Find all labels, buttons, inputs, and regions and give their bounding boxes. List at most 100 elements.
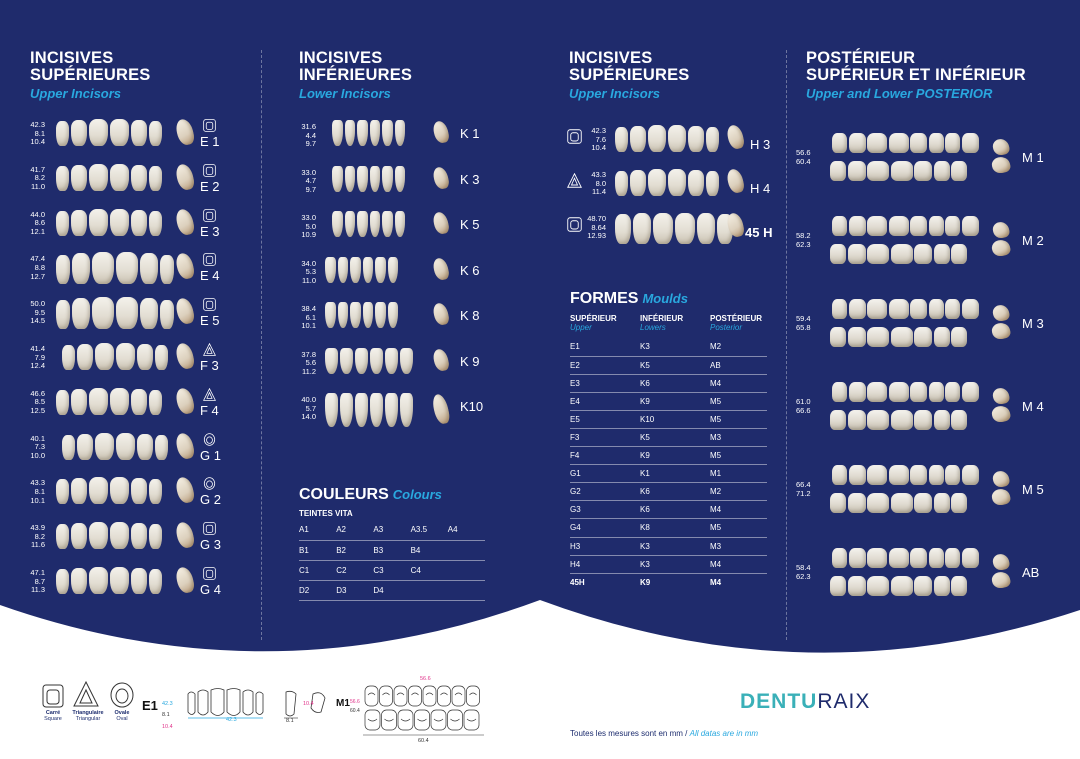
measurement-value: 42.3 bbox=[30, 120, 45, 129]
molar bbox=[914, 410, 932, 430]
measurement-value: 10.0 bbox=[30, 450, 45, 460]
molar bbox=[890, 161, 913, 181]
measurement-value: 41.7 bbox=[30, 164, 45, 174]
tooth bbox=[675, 213, 695, 244]
tooth bbox=[149, 210, 162, 236]
teeth-set-image bbox=[56, 118, 164, 146]
measurement-value: 10.4 bbox=[591, 143, 606, 153]
measurement-value: 7.9 bbox=[34, 352, 45, 362]
mould-code: F 3 bbox=[200, 358, 219, 373]
moulds-row: E3 K6 M4 bbox=[570, 374, 767, 393]
molar bbox=[888, 382, 909, 402]
tooth bbox=[362, 256, 373, 283]
colours-title-text: COULEURS bbox=[299, 486, 389, 503]
mould-code: E 4 bbox=[200, 268, 220, 284]
legend-measure: 60.4 bbox=[418, 738, 429, 744]
molar bbox=[847, 493, 866, 513]
mould-cell: K8 bbox=[640, 518, 710, 538]
tooth bbox=[131, 164, 147, 191]
moulds-row: E2 K5 AB bbox=[570, 356, 767, 375]
header-fr: INFÉRIEUR bbox=[640, 314, 684, 323]
square-shape-icon bbox=[203, 567, 216, 580]
shade-cell: C4 bbox=[410, 560, 448, 581]
mould-cell: K6 bbox=[640, 482, 710, 502]
measurement-value: 4.7 bbox=[305, 176, 316, 186]
tooth bbox=[382, 120, 393, 146]
legend-measure: 8.1 bbox=[286, 718, 294, 724]
molar bbox=[888, 299, 909, 319]
measurement-value: 65.8 bbox=[796, 322, 811, 332]
measurement-value: 34.0 bbox=[301, 258, 316, 268]
measurement-value: 44.0 bbox=[30, 209, 45, 219]
shade-cell: A4 bbox=[447, 520, 485, 541]
measurement-value: 5.6 bbox=[305, 358, 316, 368]
measurement-value: 62.3 bbox=[796, 571, 811, 581]
colours-row: A1 A2 A3 A3.5 A4 bbox=[299, 520, 485, 541]
tooth bbox=[116, 252, 138, 285]
mould-code: H 3 bbox=[750, 137, 771, 152]
tooth bbox=[325, 256, 336, 283]
mould-code: H 4 bbox=[750, 181, 771, 196]
molar bbox=[928, 548, 944, 568]
measurement-value: 43.3 bbox=[30, 478, 45, 488]
molar bbox=[914, 576, 932, 596]
mould-cell: G2 bbox=[570, 482, 640, 502]
molar bbox=[848, 216, 866, 236]
tooth bbox=[72, 253, 90, 285]
tooth bbox=[92, 252, 114, 285]
molar bbox=[832, 548, 847, 568]
note-en: All datas are in mm bbox=[689, 729, 759, 738]
measurement-value: 4.4 bbox=[305, 130, 316, 140]
molar bbox=[890, 576, 913, 596]
mould-code: K 1 bbox=[460, 126, 480, 141]
tooth bbox=[89, 522, 108, 550]
measurement-value: 11.3 bbox=[30, 585, 45, 595]
tooth bbox=[369, 165, 380, 192]
mould-cell: K3 bbox=[640, 537, 710, 556]
tooth bbox=[400, 347, 413, 374]
tooth bbox=[344, 120, 355, 146]
upper-molars-image bbox=[832, 214, 980, 236]
moulds-row: G4 K8 M5 bbox=[570, 518, 767, 538]
tooth bbox=[56, 255, 70, 285]
mould-cell: F4 bbox=[570, 446, 640, 466]
molar bbox=[888, 548, 909, 568]
tooth-measurements: 41.4 7.9 12.4 bbox=[11, 344, 45, 371]
tooth bbox=[160, 300, 174, 330]
tooth bbox=[72, 298, 90, 330]
tooth-measurements: 58.4 62.3 bbox=[796, 563, 826, 581]
measurement-value: 40.1 bbox=[30, 433, 45, 443]
molar bbox=[847, 244, 866, 264]
molar bbox=[910, 299, 927, 319]
teeth-set-image bbox=[56, 208, 164, 236]
shade-cell: C2 bbox=[336, 560, 374, 581]
mould-cell: M2 bbox=[710, 338, 767, 357]
section-header-posterior: POSTÉRIEUR SUPÉRIEUR ET INFÉRIEUR Upper … bbox=[806, 50, 1026, 102]
e1-outline-diagram bbox=[187, 688, 264, 719]
triangle-shape-icon bbox=[203, 343, 216, 356]
molar bbox=[867, 299, 887, 319]
tooth bbox=[394, 120, 405, 146]
tooth bbox=[382, 211, 393, 237]
measurement-value: 62.3 bbox=[796, 239, 811, 249]
mould-code: G 1 bbox=[200, 447, 221, 463]
tooth bbox=[140, 253, 158, 285]
tooth bbox=[400, 393, 413, 427]
tooth bbox=[350, 302, 361, 328]
tooth-measurements: 33.0 4.7 9.7 bbox=[282, 168, 316, 195]
teeth-set-image bbox=[56, 297, 176, 330]
section-title: SUPÉRIEUR ET INFÉRIEUR bbox=[806, 66, 1026, 84]
tooth-measurements: 43.3 8.1 10.1 bbox=[11, 479, 45, 505]
mould-code: F 4 bbox=[200, 402, 219, 418]
tooth bbox=[362, 302, 373, 328]
molar bbox=[888, 216, 909, 236]
tooth bbox=[382, 165, 393, 192]
shade-cell: B4 bbox=[410, 540, 448, 561]
measurement-value: 8.0 bbox=[595, 178, 606, 188]
legend-label: Triangulaire bbox=[72, 710, 104, 716]
logo-part-b: RAIX bbox=[817, 690, 871, 713]
tooth bbox=[77, 344, 93, 370]
mould-cell: E2 bbox=[570, 356, 640, 375]
colours-table: A1 A2 A3 A3.5 A4 B1 B2 B3 B4 C1 C2 C3 C4 D2 D3 D4 bbox=[299, 520, 485, 601]
